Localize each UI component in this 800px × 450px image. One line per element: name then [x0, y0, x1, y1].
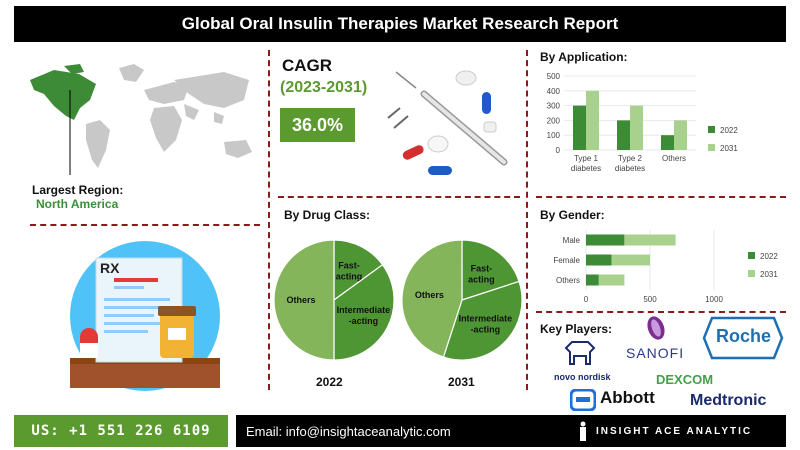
brand-name: INSIGHT ACE ANALYTIC: [596, 425, 753, 437]
gender-bar-chart: 0 500 1000 Male Female Others 2022 2031: [553, 230, 778, 304]
legend-swatch: [708, 144, 715, 151]
cagr-years: (2023-2031): [280, 79, 368, 96]
legend-label: 2022: [760, 252, 778, 261]
pie-slice: [461, 239, 520, 301]
bar: [630, 105, 643, 150]
y-tick-label: 400: [547, 87, 561, 96]
x-tick-label: 1000: [705, 295, 723, 304]
divider: [268, 50, 270, 390]
key-players-title: Key Players:: [540, 322, 613, 336]
y-tick-label: Male: [563, 236, 581, 245]
largest-region-value: North America: [36, 197, 119, 211]
page-title: Global Oral Insulin Therapies Market Res…: [14, 6, 786, 42]
legend-label: 2031: [760, 270, 778, 279]
pie-year-2031: 2031: [448, 375, 475, 389]
bar: [586, 90, 599, 150]
y-tick-label: 500: [547, 72, 561, 81]
pie-slice: [333, 263, 395, 361]
roche-logo-icon: [702, 316, 784, 360]
y-tick-label: 300: [547, 102, 561, 111]
gender-title: By Gender:: [540, 208, 605, 222]
largest-region-label: Largest Region:: [32, 183, 124, 197]
x-tick-label: Others: [662, 154, 686, 163]
legend-swatch: [708, 126, 715, 133]
cagr-title: CAGR: [282, 56, 333, 75]
player-sanofi: SANOFI: [626, 345, 685, 361]
divider: [278, 196, 520, 198]
pie-slice-label: Fast-acting: [336, 261, 363, 282]
cagr-value-badge: 36.0%: [280, 108, 355, 142]
legend-swatch: [748, 252, 755, 259]
y-tick-label: 0: [556, 146, 561, 155]
application-title: By Application:: [540, 50, 628, 64]
x-tick-label: 500: [643, 295, 657, 304]
x-tick-label: 0: [584, 295, 589, 304]
legend-label: 2022: [720, 126, 738, 135]
divider: [30, 224, 260, 226]
y-tick-label: 100: [547, 131, 561, 140]
player-abbott: Abbott: [600, 388, 655, 407]
sanofi-logo-icon: [647, 316, 665, 340]
player-novo-nordisk: novo nordisk: [554, 372, 611, 382]
pie-slice: [333, 239, 384, 302]
y-tick-label: Female: [553, 256, 580, 265]
y-tick-label: Others: [556, 276, 580, 285]
pie-year-2022: 2022: [316, 375, 343, 389]
bar: [586, 254, 612, 266]
drug-class-title: By Drug Class:: [284, 208, 371, 222]
prescription-illustration-icon: [70, 241, 220, 391]
pie-slice-label: Fast-acting: [468, 263, 495, 284]
y-tick-label: 200: [547, 116, 561, 125]
brand-logo-icon: [580, 421, 586, 441]
pie-slice: [442, 280, 523, 361]
novo-bull-icon: [564, 341, 596, 365]
divider: [536, 196, 786, 198]
phone-bar: US: +1 551 226 6109: [14, 415, 228, 447]
pie-slice-label: Others: [286, 295, 315, 305]
bar: [624, 234, 676, 246]
pie-chart-2031: Fast-acting Intermediate -acting Others: [401, 239, 523, 361]
pie-slice-label: Others: [415, 290, 444, 300]
application-bar-chart: 0 100 200 300 400 500 Type 1 diabetes Type 2 diab…: [547, 72, 739, 173]
bar: [573, 105, 586, 150]
bar: [661, 135, 674, 150]
bar: [611, 254, 650, 266]
divider: [526, 50, 528, 390]
legend-label: 2031: [720, 144, 738, 153]
brand-bar: INSIGHT ACE ANALYTIC: [566, 415, 786, 447]
pie-slice-label: Intermediate -acting: [459, 313, 513, 334]
pie-slice: [273, 239, 335, 361]
x-tick-label: Type 1 diabetes: [571, 154, 601, 173]
pills-syringe-icon: [387, 70, 508, 175]
world-map-icon: [30, 64, 252, 175]
bar: [586, 274, 599, 286]
divider: [536, 311, 786, 313]
abbott-logo-icon: [570, 389, 596, 411]
player-roche: Roche: [716, 326, 772, 346]
bar: [617, 120, 630, 150]
pie-slice-label: Intermediate -acting: [337, 305, 391, 326]
legend-swatch: [748, 270, 755, 277]
bar: [598, 274, 625, 286]
player-dexcom: DEXCOM: [656, 372, 714, 387]
pie-slice: [401, 239, 463, 358]
email-bar: Email: info@insightaceanalytic.com: [236, 415, 566, 447]
bar: [674, 120, 687, 150]
pie-chart-2022: Fast-acting Intermediate -acting Others: [273, 239, 395, 361]
player-medtronic: Medtronic: [690, 392, 767, 409]
x-tick-label: Type 2 diabetes: [615, 154, 645, 173]
rx-label: RX: [100, 260, 120, 276]
bar: [586, 234, 625, 246]
